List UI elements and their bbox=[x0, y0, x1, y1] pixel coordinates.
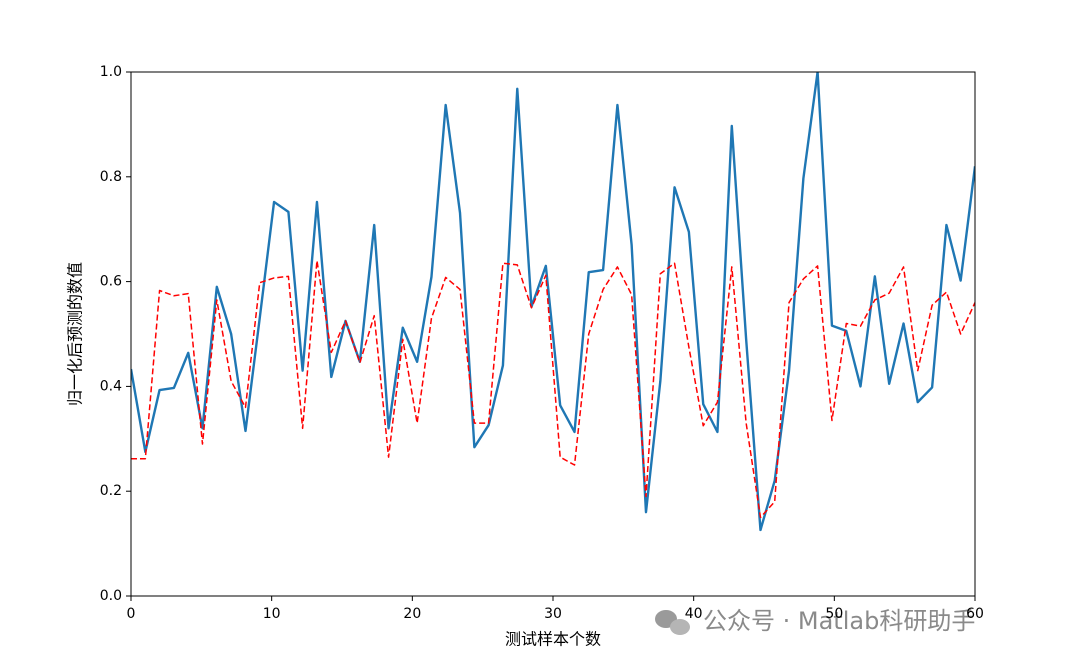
y-tick-label: 1.0 bbox=[100, 64, 122, 80]
y-tick-label: 0.8 bbox=[100, 169, 122, 185]
x-tick-label: 40 bbox=[685, 606, 703, 622]
y-tick-label: 0.4 bbox=[100, 378, 122, 394]
data-line bbox=[131, 259, 975, 519]
y-tick-label: 0.6 bbox=[100, 274, 122, 290]
y-tick-label: 0.0 bbox=[100, 588, 122, 604]
watermark: 公众号 · Matlab科研助手 bbox=[703, 607, 975, 635]
x-tick-label: 20 bbox=[403, 606, 421, 622]
x-tick-label: 30 bbox=[544, 606, 562, 622]
x-axis-label: 测试样本个数 bbox=[505, 630, 601, 649]
y-tick-label: 0.2 bbox=[100, 483, 122, 499]
watermark-icon bbox=[655, 610, 690, 635]
x-tick-label: 0 bbox=[127, 606, 136, 622]
y-axis-label: 归一化后预测的数值 bbox=[66, 262, 85, 406]
x-tick-label: 60 bbox=[966, 606, 984, 622]
data-line bbox=[131, 72, 975, 532]
x-tick-label: 50 bbox=[825, 606, 843, 622]
x-tick-label: 10 bbox=[263, 606, 281, 622]
plot-frame bbox=[130, 71, 976, 597]
